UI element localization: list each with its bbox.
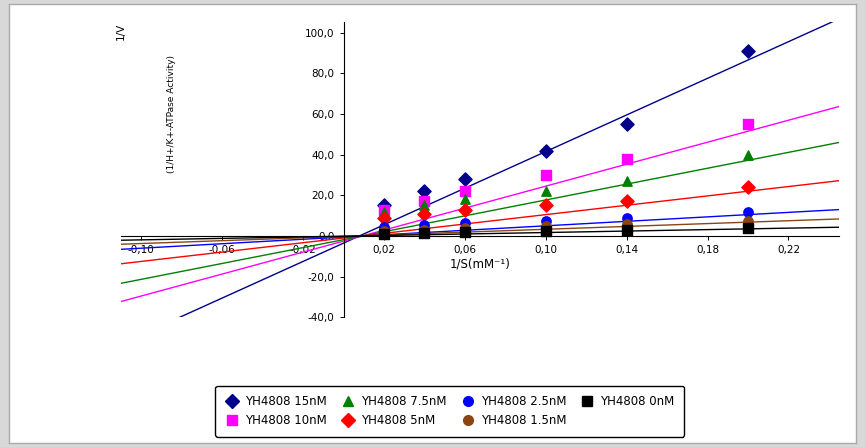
Point <box>418 229 432 236</box>
Point <box>458 188 471 195</box>
Point <box>377 202 391 209</box>
Point <box>620 214 634 221</box>
Point <box>418 221 432 228</box>
Point <box>620 226 634 233</box>
Point <box>539 202 553 209</box>
Point <box>418 202 432 209</box>
Point <box>741 121 755 128</box>
Point <box>741 151 755 158</box>
Point <box>620 177 634 185</box>
Point <box>620 155 634 162</box>
Text: 1/V: 1/V <box>116 22 126 40</box>
Point <box>539 228 553 235</box>
Point <box>539 217 553 224</box>
Point <box>741 184 755 191</box>
Point <box>458 228 471 236</box>
Point <box>539 147 553 154</box>
Point <box>458 224 471 232</box>
Point <box>620 220 634 228</box>
Point <box>418 188 432 195</box>
Point <box>458 206 471 213</box>
Legend: YH4808 15nM, YH4808 10nM, YH4808 7.5nM, YH4808 5nM, YH4808 2.5nM, YH4808 1.5nM, : YH4808 15nM, YH4808 10nM, YH4808 7.5nM, … <box>215 386 684 437</box>
Point <box>620 121 634 128</box>
Point <box>539 222 553 229</box>
Point <box>741 208 755 215</box>
Point <box>539 171 553 178</box>
Point <box>377 230 391 237</box>
Point <box>741 224 755 232</box>
Point <box>458 196 471 203</box>
Point <box>539 188 553 195</box>
Point <box>377 223 391 230</box>
Point <box>418 198 432 205</box>
Point <box>741 47 755 55</box>
Point <box>741 217 755 224</box>
Point <box>377 206 391 213</box>
X-axis label: 1/S(mM⁻¹): 1/S(mM⁻¹) <box>450 258 510 271</box>
Point <box>458 175 471 182</box>
Point <box>620 198 634 205</box>
Point <box>377 208 391 215</box>
Point <box>377 214 391 221</box>
Point <box>377 228 391 235</box>
Point <box>458 219 471 226</box>
Point <box>418 210 432 217</box>
Point <box>418 226 432 233</box>
Text: (1/H+/K+-ATPase Activity): (1/H+/K+-ATPase Activity) <box>167 55 176 173</box>
